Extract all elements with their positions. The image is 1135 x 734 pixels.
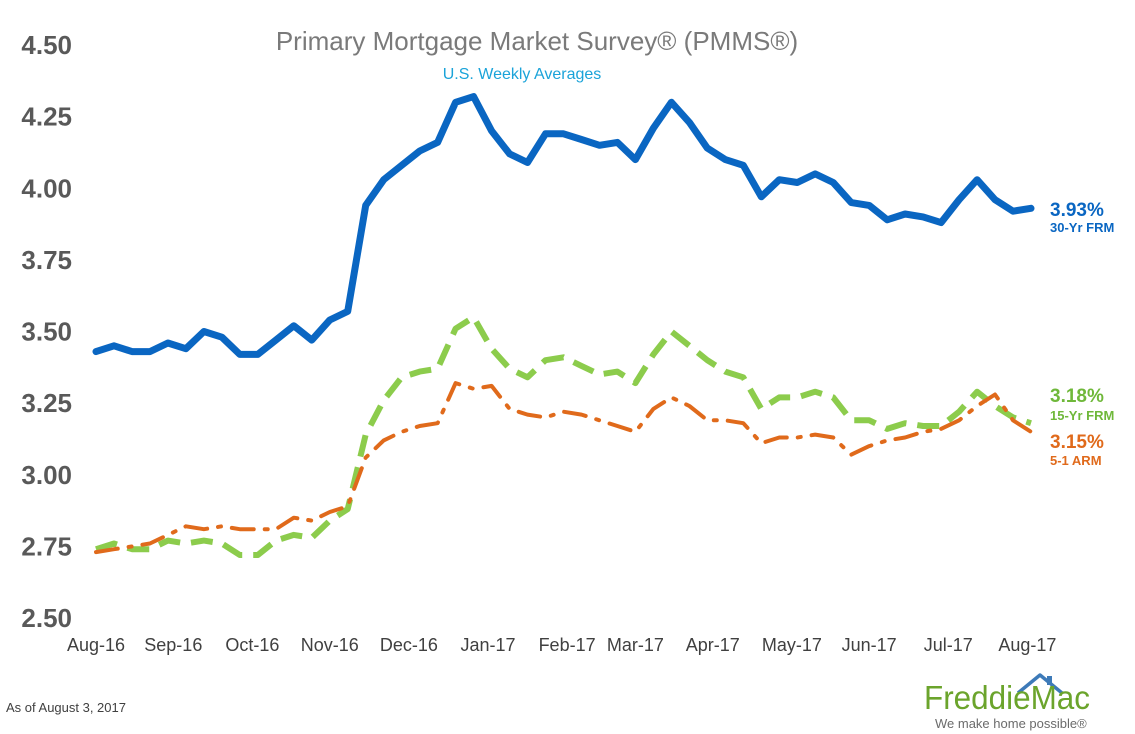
- end-value-15yr: 3.18%: [1050, 386, 1104, 407]
- series-lines: [92, 93, 1035, 558]
- logo-tagline: We make home possible®: [935, 716, 1087, 731]
- x-tick-label: Jul-17: [924, 635, 973, 655]
- y-tick-label: 3.50: [21, 317, 72, 347]
- end-value-30yr: 3.93%: [1050, 200, 1104, 221]
- series-line-15-yr-frm: [95, 314, 1032, 558]
- x-tick-label: Nov-16: [301, 635, 359, 655]
- series-label-30yr: 30-Yr FRM: [1050, 220, 1114, 235]
- y-tick-label: 4.50: [21, 30, 72, 60]
- x-tick-label: Sep-16: [144, 635, 202, 655]
- house-roof-icon: [1016, 673, 1064, 695]
- freddie-mac-logo: FreddieMac We make home possible®: [924, 673, 1090, 731]
- chart-subtitle: U.S. Weekly Averages: [443, 66, 602, 83]
- y-tick-label: 3.25: [21, 388, 72, 418]
- end-label-arm: 3.15% 5-1 ARM: [1050, 432, 1104, 468]
- y-tick-label: 2.50: [21, 603, 72, 633]
- series-label-15yr: 15-Yr FRM: [1050, 408, 1114, 423]
- logo-wordmark: FreddieMac: [924, 679, 1090, 716]
- series-line-5-1-arm: [94, 381, 1033, 555]
- y-tick-label: 3.75: [21, 245, 72, 275]
- x-tick-label: Oct-16: [225, 635, 279, 655]
- end-label-15yr: 3.18% 15-Yr FRM: [1050, 386, 1114, 423]
- x-tick-label: Dec-16: [380, 635, 438, 655]
- y-tick-label: 3.00: [21, 460, 72, 490]
- chart-title: Primary Mortgage Market Survey® (PMMS®): [276, 26, 798, 56]
- x-tick-label: Apr-17: [686, 635, 740, 655]
- y-tick-label: 4.00: [21, 173, 72, 203]
- x-tick-label: Feb-17: [539, 635, 596, 655]
- x-axis-ticks: Aug-16 Sep-16 Oct-16 Nov-16 Dec-16 Jan-17 Feb-…: [67, 635, 1056, 655]
- y-tick-label: 4.25: [21, 102, 72, 132]
- y-tick-label: 2.75: [21, 531, 72, 561]
- series-line-30-yr-frm: [92, 93, 1035, 358]
- as-of-date: As of August 3, 2017: [6, 700, 126, 715]
- end-value-arm: 3.15%: [1050, 432, 1104, 453]
- x-tick-label: May-17: [762, 635, 822, 655]
- x-tick-label: Jan-17: [460, 635, 515, 655]
- x-tick-label: Aug-17: [998, 635, 1056, 655]
- x-tick-label: Mar-17: [607, 635, 664, 655]
- series-label-arm: 5-1 ARM: [1050, 453, 1102, 468]
- y-axis-ticks: 4.50 4.25 4.00 3.75 3.50 3.25 3.00 2.75 2.50: [21, 30, 72, 633]
- x-tick-label: Aug-16: [67, 635, 125, 655]
- end-label-30yr: 3.93% 30-Yr FRM: [1050, 200, 1114, 235]
- x-tick-label: Jun-17: [842, 635, 897, 655]
